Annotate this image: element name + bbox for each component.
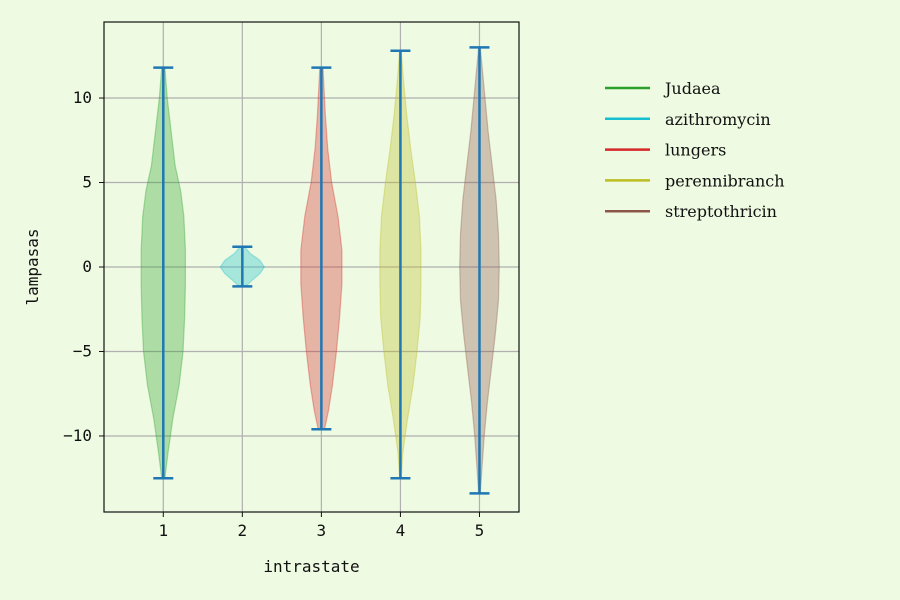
x-tick-label: 2 [238,521,248,540]
y-tick-label: −5 [73,341,92,360]
x-tick-label: 4 [396,521,406,540]
legend-label: lungers [665,141,726,160]
legend: Judaea azithromycin lungers perennibranch st… [605,79,785,221]
ticks: 1 2 3 4 5 −10 −5 0 5 10 [63,88,484,540]
y-tick-label: 10 [73,88,92,107]
legend-label: perennibranch [665,171,785,190]
y-axis-label: lampasas [23,228,42,305]
legend-label: streptothricin [665,202,777,221]
x-tick-label: 5 [475,521,485,540]
y-tick-label: 0 [82,257,92,276]
x-axis-label: intrastate [263,557,359,576]
legend-label: Judaea [663,79,721,98]
y-tick-label: 5 [82,173,92,192]
violins [140,46,500,495]
x-tick-label: 3 [317,521,327,540]
x-tick-label: 1 [158,521,168,540]
y-tick-label: −10 [63,426,92,445]
legend-label: azithromycin [665,110,771,129]
